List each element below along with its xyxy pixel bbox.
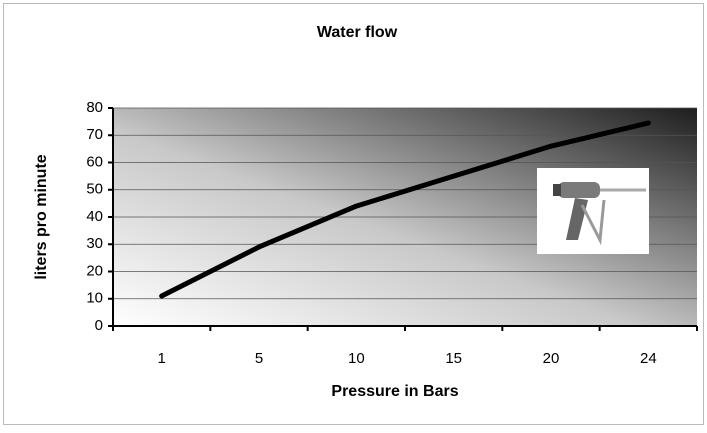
data-line (159, 120, 651, 299)
y-tick-label: 10 (86, 290, 103, 307)
x-tick-label: 10 (348, 350, 365, 367)
y-tick-label: 20 (86, 262, 103, 279)
y-axis-label: liters pro minute (33, 154, 50, 279)
y-tick-label: 80 (86, 99, 103, 116)
y-tick-label: 50 (86, 181, 103, 198)
y-tick-label: 0 (95, 317, 103, 334)
y-tick-label: 70 (86, 126, 103, 143)
x-tick-label: 1 (157, 350, 165, 367)
x-tick-label: 24 (640, 350, 657, 367)
y-tick-label: 30 (86, 235, 103, 252)
x-axis-label: Pressure in Bars (331, 383, 458, 400)
product-image (537, 168, 649, 254)
x-tick-label: 20 (543, 350, 560, 367)
chart-title: Water flow (317, 24, 398, 41)
x-tick-label: 15 (445, 350, 462, 367)
y-tick-label: 40 (86, 208, 103, 225)
y-tick-label: 60 (86, 153, 103, 170)
x-tick-label: 5 (255, 350, 263, 367)
